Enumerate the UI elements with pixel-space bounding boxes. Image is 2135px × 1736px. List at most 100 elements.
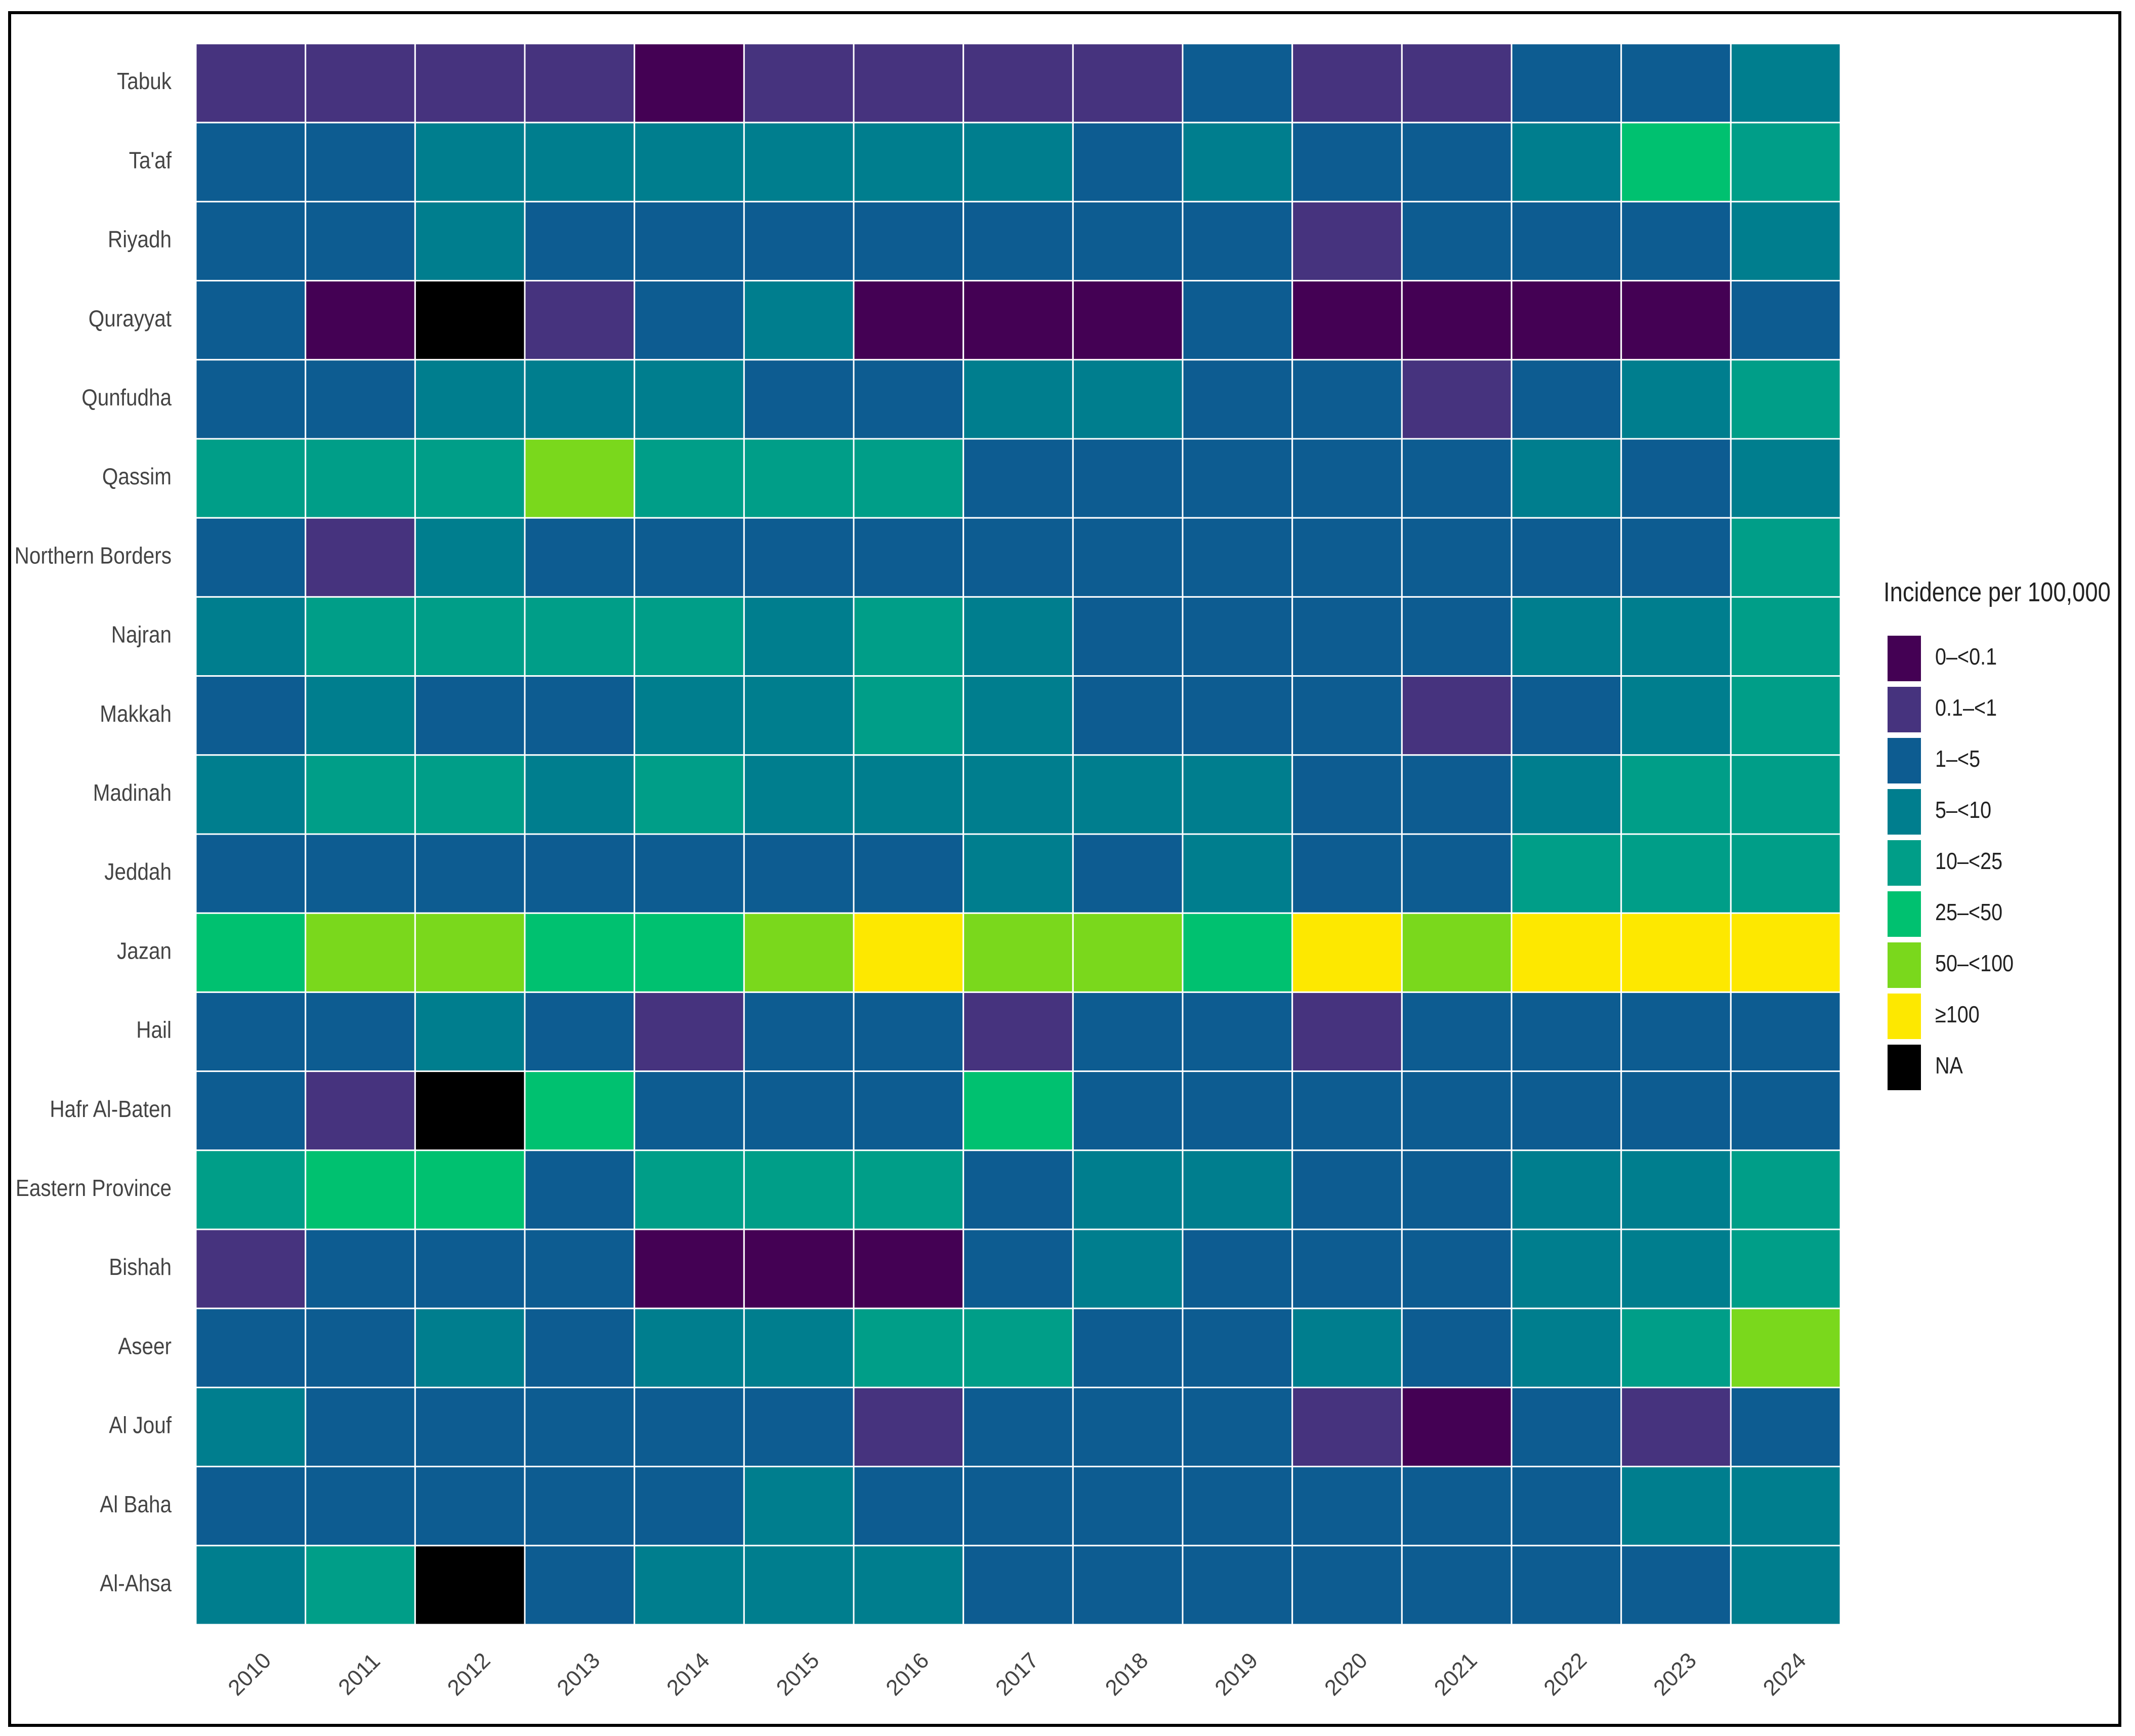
heatmap-cell [1730, 596, 1841, 677]
heatmap-cell [524, 675, 636, 756]
heatmap-cell [414, 912, 526, 993]
heatmap-cell [305, 1307, 416, 1388]
heatmap-cell [1182, 1070, 1293, 1151]
heatmap-cell [305, 1149, 416, 1230]
heatmap-cell [743, 1228, 855, 1309]
x-tick-label: 2018 [1101, 1648, 1153, 1701]
heatmap-cell [743, 517, 855, 598]
heatmap-cell [853, 1228, 965, 1309]
heatmap-cell [305, 438, 416, 519]
heatmap-cell [195, 517, 307, 598]
heatmap-cell [305, 1228, 416, 1309]
heatmap-cell [1620, 912, 1732, 993]
legend-swatch [1888, 994, 1921, 1039]
heatmap-cell [1291, 280, 1403, 361]
y-tick-label: Eastern Province [16, 1176, 172, 1202]
heatmap-cell [195, 675, 307, 756]
heatmap-cell [962, 1149, 1074, 1230]
heatmap-cell [1620, 1545, 1732, 1626]
heatmap-cell [962, 43, 1074, 123]
legend-label: 10–<25 [1935, 848, 2002, 874]
heatmap-cell [743, 280, 855, 361]
heatmap-cell [1620, 1228, 1732, 1309]
heatmap-cell [1401, 596, 1513, 677]
heatmap-cell [1730, 1466, 1841, 1547]
legend-swatch [1888, 840, 1921, 886]
y-tick-label: Bishah [109, 1255, 172, 1280]
heatmap-cell [1072, 754, 1184, 835]
heatmap-cell [1511, 1466, 1622, 1547]
y-tick-label: Riyadh [108, 227, 172, 253]
heatmap-cell [962, 359, 1074, 440]
heatmap-cell [634, 438, 745, 519]
heatmap-cell [962, 280, 1074, 361]
heatmap-cell [1401, 1149, 1513, 1230]
heatmap-cell [1620, 991, 1732, 1072]
heatmap-cell [414, 754, 526, 835]
heatmap-cell [634, 1386, 745, 1468]
heatmap-cell [1072, 596, 1184, 677]
heatmap-cell [743, 991, 855, 1072]
heatmap-cell [1072, 1149, 1184, 1230]
heatmap-cell [305, 359, 416, 440]
heatmap-cell [1730, 121, 1841, 202]
heatmap-cell [1401, 43, 1513, 123]
heatmap-cell [1620, 675, 1732, 756]
heatmap-cell [1511, 517, 1622, 598]
heatmap-cell [524, 991, 636, 1072]
heatmap-cell [414, 1070, 526, 1151]
heatmap-cell [195, 1466, 307, 1547]
heatmap-cell [1182, 1228, 1293, 1309]
heatmap-cell [743, 43, 855, 123]
legend-label: 1–<5 [1935, 746, 1980, 772]
heatmap-cell [962, 991, 1074, 1072]
heatmap-cell [1620, 1070, 1732, 1151]
x-tick-label: 2016 [881, 1648, 934, 1701]
heatmap-cell [1511, 1386, 1622, 1468]
heatmap-cell [1730, 675, 1841, 756]
legend-swatch [1888, 942, 1921, 988]
heatmap-cell [1401, 280, 1513, 361]
heatmap-cell [1072, 991, 1184, 1072]
heatmap-cell [962, 833, 1074, 914]
heatmap-cell [1401, 1228, 1513, 1309]
heatmap-cell [634, 675, 745, 756]
y-tick-label: Madinah [93, 780, 172, 806]
heatmap-cell [1401, 833, 1513, 914]
heatmap-cell [195, 833, 307, 914]
heatmap-cell [1182, 280, 1293, 361]
heatmap-cell [1072, 43, 1184, 123]
legend-label: 0.1–<1 [1935, 695, 1997, 721]
heatmap-cell [634, 596, 745, 677]
heatmap-cell [195, 438, 307, 519]
heatmap-cell [1620, 43, 1732, 123]
heatmap-cell [1620, 200, 1732, 282]
heatmap-cell [962, 1545, 1074, 1626]
heatmap-cell [743, 912, 855, 993]
heatmap-cell [524, 596, 636, 677]
heatmap-cell [414, 596, 526, 677]
heatmap-cell [305, 121, 416, 202]
heatmap-cell [305, 1386, 416, 1468]
heatmap-cell [1730, 517, 1841, 598]
heatmap-cell [1730, 43, 1841, 123]
heatmap-cell [1072, 517, 1184, 598]
heatmap-cell [962, 1070, 1074, 1151]
heatmap-cell [962, 200, 1074, 282]
x-tick-label: 2021 [1430, 1648, 1482, 1701]
legend: Incidence per 100,000 0–<0.1 0.1–<1 1–<5 5–… [1883, 576, 2111, 1090]
heatmap-cell [524, 912, 636, 993]
heatmap-cell [1291, 754, 1403, 835]
heatmap-cell [1511, 359, 1622, 440]
x-tick-label: 2024 [1759, 1648, 1811, 1701]
legend-swatch [1888, 687, 1921, 732]
heatmap-cell [305, 43, 416, 123]
x-tick-label: 2013 [552, 1648, 605, 1701]
heatmap-cell [1291, 1386, 1403, 1468]
heatmap-cell [743, 833, 855, 914]
legend-label: ≥100 [1935, 1002, 1980, 1027]
heatmap-cell [743, 754, 855, 835]
heatmap-cell [1511, 43, 1622, 123]
heatmap-cell [1511, 675, 1622, 756]
heatmap-cell [743, 596, 855, 677]
